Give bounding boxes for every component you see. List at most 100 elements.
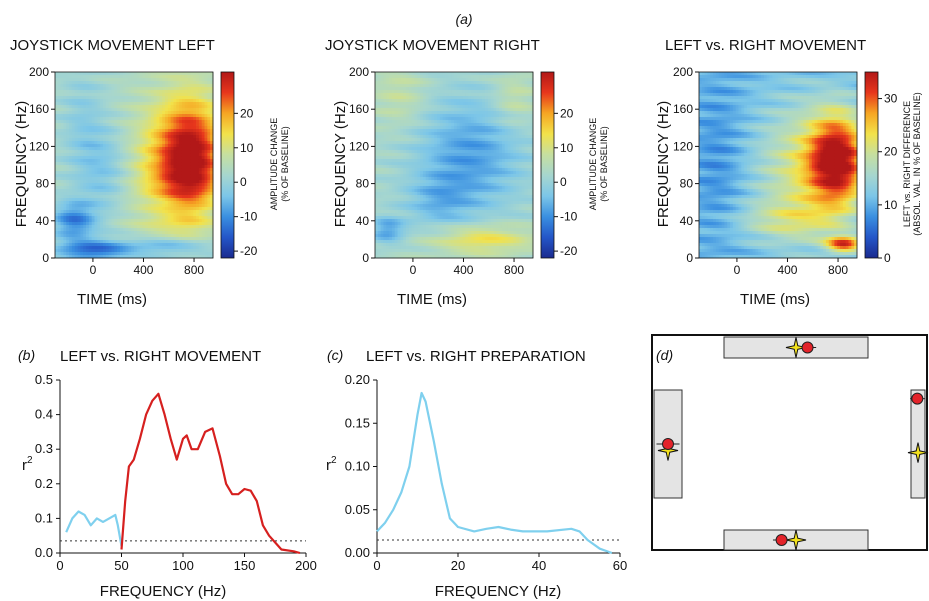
heatmap-cell bbox=[83, 228, 87, 232]
heatmap-cell bbox=[88, 126, 93, 130]
heatmap-cell bbox=[207, 189, 211, 193]
heatmap-cell bbox=[102, 159, 107, 163]
heatmap-cell bbox=[108, 243, 112, 247]
heatmap-cell bbox=[153, 213, 157, 217]
heatmap-cell bbox=[179, 189, 183, 193]
heatmap-cell bbox=[420, 105, 424, 109]
heatmap-cell bbox=[190, 234, 194, 238]
heatmap-cell bbox=[403, 192, 407, 196]
heatmap-cell bbox=[148, 75, 152, 79]
heatmap-cell bbox=[422, 144, 427, 148]
heatmap-cell bbox=[122, 165, 126, 169]
heatmap-cell bbox=[187, 165, 191, 169]
heatmap-cell bbox=[400, 153, 404, 157]
heatmap-cell bbox=[434, 159, 438, 163]
heatmap-cell bbox=[136, 111, 141, 115]
heatmap-cell bbox=[377, 204, 382, 208]
heatmap-cell bbox=[207, 147, 211, 151]
heatmap-cell bbox=[380, 138, 384, 142]
heatmap-cell bbox=[198, 183, 203, 187]
heatmap-cell bbox=[437, 240, 441, 244]
heatmap-cell bbox=[181, 120, 186, 124]
heatmap-cell bbox=[437, 108, 441, 112]
heatmap-cell bbox=[60, 252, 64, 256]
heatmap-cell bbox=[105, 255, 110, 259]
heatmap-cell bbox=[397, 87, 401, 91]
heatmap-cell bbox=[88, 138, 93, 142]
heatmap-cell bbox=[428, 126, 432, 130]
heatmap-cell bbox=[77, 216, 81, 220]
heatmap-cell bbox=[94, 177, 98, 181]
heatmap-cell bbox=[102, 180, 107, 184]
heatmap-cell bbox=[190, 177, 194, 181]
heatmap-cell bbox=[190, 171, 194, 175]
heatmap-cell bbox=[105, 162, 110, 166]
heatmap-cell bbox=[102, 189, 107, 193]
heatmap-cell bbox=[71, 156, 76, 160]
heatmap-cell bbox=[375, 228, 379, 232]
heatmap-cell bbox=[380, 78, 384, 82]
heatmap-cell bbox=[437, 159, 441, 163]
heatmap-cell bbox=[142, 120, 146, 124]
heatmap-cell bbox=[170, 114, 174, 118]
heatmap-cell bbox=[156, 159, 160, 163]
heatmap-cell bbox=[55, 192, 59, 196]
heatmap-cell bbox=[190, 225, 194, 229]
heatmap-cell bbox=[57, 162, 62, 166]
heatmap-cell bbox=[150, 249, 155, 253]
heatmap-cell bbox=[105, 102, 110, 106]
heatmap-cell bbox=[204, 132, 208, 136]
heatmap-cell bbox=[128, 231, 132, 235]
heatmap-cell bbox=[111, 108, 115, 112]
heatmap-cell bbox=[114, 246, 118, 250]
heatmap-cell bbox=[125, 78, 129, 82]
heatmap-cell bbox=[165, 120, 169, 124]
heatmap-cell bbox=[411, 147, 415, 151]
heatmap-cell bbox=[150, 168, 155, 172]
heatmap-cell bbox=[119, 174, 124, 178]
heatmap-cell bbox=[162, 198, 166, 202]
heatmap-cell bbox=[128, 237, 132, 241]
heatmap-cell bbox=[422, 147, 427, 151]
heatmap-cell bbox=[420, 150, 424, 154]
heatmap-cell bbox=[375, 114, 379, 118]
colorbar-label-line2: (% OF BASELINE) bbox=[280, 126, 290, 202]
heatmap-cell bbox=[193, 255, 197, 259]
heatmap-cell bbox=[105, 240, 110, 244]
heatmap-cell bbox=[145, 114, 149, 118]
heatmap-cell bbox=[128, 201, 132, 205]
heatmap-cell bbox=[119, 132, 124, 136]
heatmap-cell bbox=[187, 120, 191, 124]
heatmap-cell bbox=[128, 228, 132, 232]
heatmap-cell bbox=[77, 180, 81, 184]
heatmap-cell bbox=[414, 204, 418, 208]
heatmap-cell bbox=[63, 192, 67, 196]
heatmap-cell bbox=[100, 237, 104, 241]
heatmap-cell bbox=[187, 237, 191, 241]
heatmap-cell bbox=[204, 75, 208, 79]
heatmap-cell bbox=[190, 96, 194, 100]
heatmap-cell bbox=[97, 123, 101, 127]
heatmap-cell bbox=[86, 129, 90, 133]
heatmap-cell bbox=[122, 135, 126, 139]
heatmap-cell bbox=[139, 222, 143, 226]
heatmap-cell bbox=[117, 174, 121, 178]
heatmap-cell bbox=[114, 225, 118, 229]
heatmap-cell bbox=[145, 120, 149, 124]
heatmap-cell bbox=[66, 252, 70, 256]
heatmap-cell bbox=[391, 135, 396, 139]
heatmap-cell bbox=[60, 246, 64, 250]
heatmap-cell bbox=[434, 90, 438, 94]
heatmap-cell bbox=[434, 147, 438, 151]
heatmap-cell bbox=[167, 93, 172, 97]
heatmap-cell bbox=[176, 96, 180, 100]
heatmap-cell bbox=[162, 72, 166, 76]
heatmap-cell bbox=[176, 198, 180, 202]
heatmap-cell bbox=[386, 231, 390, 235]
heatmap-cell bbox=[196, 117, 200, 121]
heatmap-cell bbox=[136, 87, 141, 91]
heatmap-cell bbox=[403, 231, 407, 235]
heatmap-cell bbox=[86, 138, 90, 142]
heatmap-cell bbox=[406, 219, 410, 223]
heatmap-cell bbox=[88, 225, 93, 229]
